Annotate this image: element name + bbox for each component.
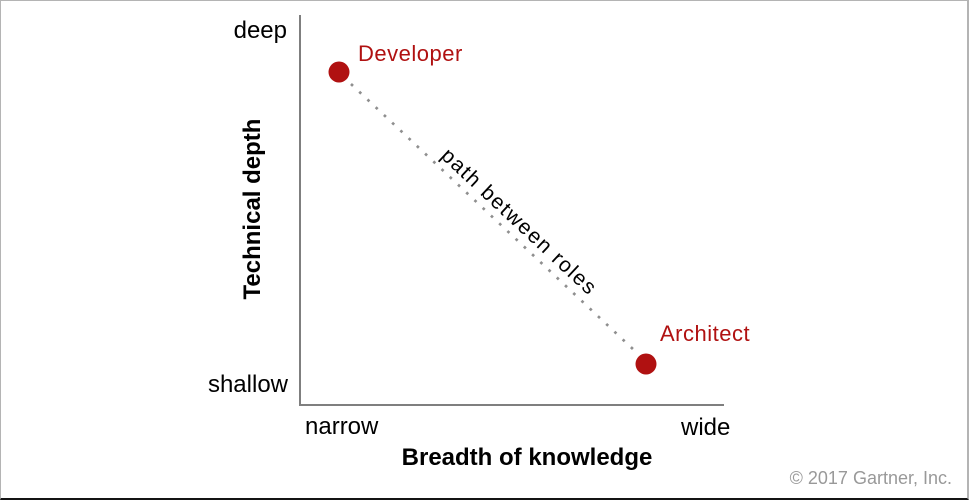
architect-label: Architect [660, 321, 751, 346]
y-tick-deep: deep [233, 17, 287, 44]
x-axis-title: Breadth of knowledge [401, 444, 653, 471]
x-tick-narrow: narrow [305, 413, 379, 440]
y-axis-title: Technical depth [238, 118, 266, 300]
architect-point [635, 353, 657, 375]
developer-point [328, 61, 350, 83]
connector-dotted-line [350, 83, 636, 352]
y-tick-shallow: shallow [207, 371, 288, 398]
x-tick-wide: wide [681, 414, 731, 441]
copyright-text: © 2017 Gartner, Inc. [789, 468, 952, 488]
developer-label: Developer [358, 41, 463, 66]
